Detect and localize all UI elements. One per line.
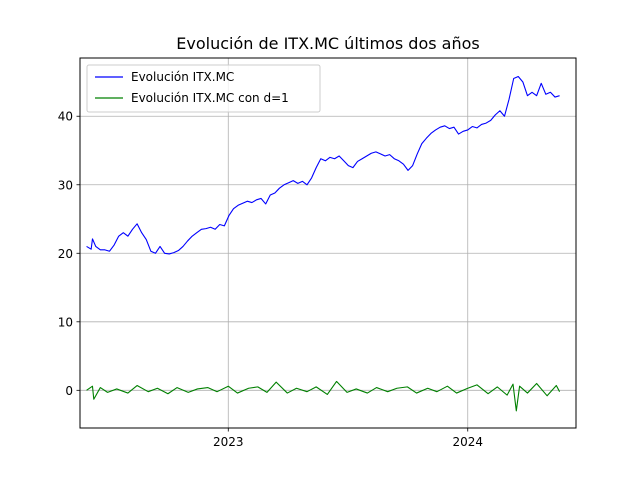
chart-title: Evolución de ITX.MC últimos dos años [176,34,479,53]
y-tick-label: 0 [65,384,73,398]
legend: Evolución ITX.MC Evolución ITX.MC con d=… [86,64,321,113]
series-line-itx [86,75,560,255]
ticks: 0 10 20 30 40 2023 2024 [58,110,483,449]
y-tick-label: 20 [58,247,73,261]
plot-frame [79,57,577,429]
series-layer [86,75,561,412]
x-tick-label: 2024 [452,435,483,449]
y-tick-label: 40 [58,110,73,124]
y-tick-label: 30 [58,178,73,192]
y-tick-label: 10 [58,315,73,329]
legend-box [86,64,321,113]
x-tick-label: 2023 [213,435,244,449]
legend-label-itx: Evolución ITX.MC [131,70,234,84]
series-line-itx-d1 [86,380,561,412]
legend-label-itx-d1: Evolución ITX.MC con d=1 [131,91,289,105]
grid [80,58,576,428]
